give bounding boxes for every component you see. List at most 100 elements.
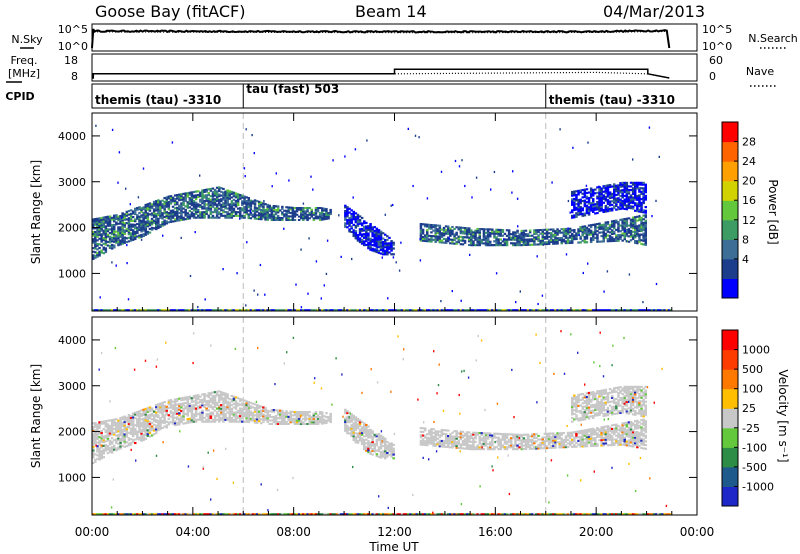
rti-cell	[220, 209, 223, 212]
rti-cell	[157, 405, 160, 408]
rti-cell	[245, 196, 248, 199]
rti-cell	[121, 231, 124, 234]
rti-cell	[102, 452, 105, 455]
rti-cell	[310, 213, 313, 216]
rti-cell	[617, 237, 620, 240]
rti-cell	[472, 240, 475, 243]
rti-cell	[310, 309, 313, 312]
rti-cell	[108, 439, 112, 442]
rti-cell	[499, 234, 502, 237]
rti-cell	[602, 194, 605, 197]
rti-cell	[312, 414, 316, 417]
rti-cell	[251, 402, 255, 405]
rti-cell	[232, 411, 236, 414]
rti-cell	[138, 436, 141, 439]
rti-cell	[610, 203, 614, 206]
rti-cell	[316, 207, 320, 210]
rti-cell	[92, 438, 95, 441]
rti-cell	[642, 189, 645, 192]
rti-cell	[300, 411, 303, 414]
rti-cell	[356, 425, 360, 428]
rti-cell	[222, 309, 225, 312]
rti-cell	[528, 444, 532, 447]
rti-cell	[157, 219, 160, 222]
rti-cell	[604, 195, 608, 198]
rti-cell	[304, 423, 307, 426]
rti-cell	[220, 398, 223, 401]
rti-speck	[199, 174, 201, 177]
rti-cell	[623, 198, 626, 201]
rti-cell	[447, 435, 450, 438]
rti-cell	[171, 420, 175, 423]
rti-speck	[140, 238, 143, 241]
rti-cell	[253, 204, 257, 207]
rti-cell	[234, 214, 238, 217]
rti-cell	[123, 229, 126, 232]
rti-cell	[442, 440, 446, 443]
rti-cell	[144, 213, 147, 216]
rti-cell	[444, 232, 448, 235]
rti-cell	[625, 204, 629, 207]
rti-cell	[165, 196, 168, 199]
rti-cell	[629, 309, 633, 312]
rti-cell	[346, 220, 349, 223]
rti-cell	[249, 204, 253, 207]
rti-cell	[461, 232, 465, 235]
rti-cell	[363, 309, 366, 312]
rti-cell	[241, 407, 244, 410]
rti-cell	[598, 197, 601, 200]
rti-cell	[222, 413, 225, 416]
rti-cell	[428, 431, 431, 434]
rti-cell	[379, 248, 383, 252]
rti-cell	[461, 440, 465, 443]
rti-cell	[638, 205, 641, 208]
rti-cell	[144, 407, 147, 411]
rti-cell	[125, 426, 129, 429]
rti-cell	[232, 209, 236, 212]
rti-cell	[121, 428, 124, 431]
rti-cell	[541, 232, 544, 235]
rti-cell	[276, 417, 280, 420]
rti-cell	[564, 242, 568, 245]
rti-cell	[171, 213, 175, 216]
rti-cell	[176, 216, 179, 219]
rti-cell	[617, 222, 620, 226]
rti-cell	[182, 417, 185, 420]
rti-cell	[96, 441, 99, 444]
rti-cell	[463, 440, 467, 443]
rti-cell	[159, 428, 162, 431]
rti-cell	[266, 216, 269, 219]
rti-cell	[314, 411, 318, 414]
rti-cell	[106, 432, 110, 435]
rti-cell	[169, 404, 173, 407]
rti-cell	[484, 309, 488, 312]
rti-cell	[474, 244, 477, 247]
rti-cell	[266, 419, 269, 422]
rti-cell	[213, 200, 217, 203]
rti-cell	[577, 230, 580, 233]
rti-cell	[627, 206, 631, 209]
rti-cell	[459, 445, 463, 448]
rti-cell	[482, 231, 486, 234]
rti-cell	[358, 419, 362, 422]
rti-cell	[184, 196, 187, 199]
rti-cell	[230, 404, 234, 407]
rti-cell	[146, 203, 150, 206]
rti-cell	[575, 190, 578, 193]
rti-cell	[197, 214, 200, 217]
rti-cell	[106, 233, 110, 236]
rti-cell	[96, 434, 99, 437]
rti-cell	[226, 418, 229, 421]
rti-cell	[140, 432, 143, 435]
rti-cell	[249, 208, 253, 211]
rti-cell	[194, 396, 198, 399]
rti-cell	[119, 226, 122, 229]
rti-cell	[344, 426, 347, 429]
rti-cell	[556, 233, 559, 236]
rti-cell	[283, 421, 286, 424]
rti-cell	[144, 228, 147, 231]
rti-cell	[113, 420, 116, 423]
rti-cell	[583, 192, 587, 195]
rti-cell	[127, 444, 131, 447]
